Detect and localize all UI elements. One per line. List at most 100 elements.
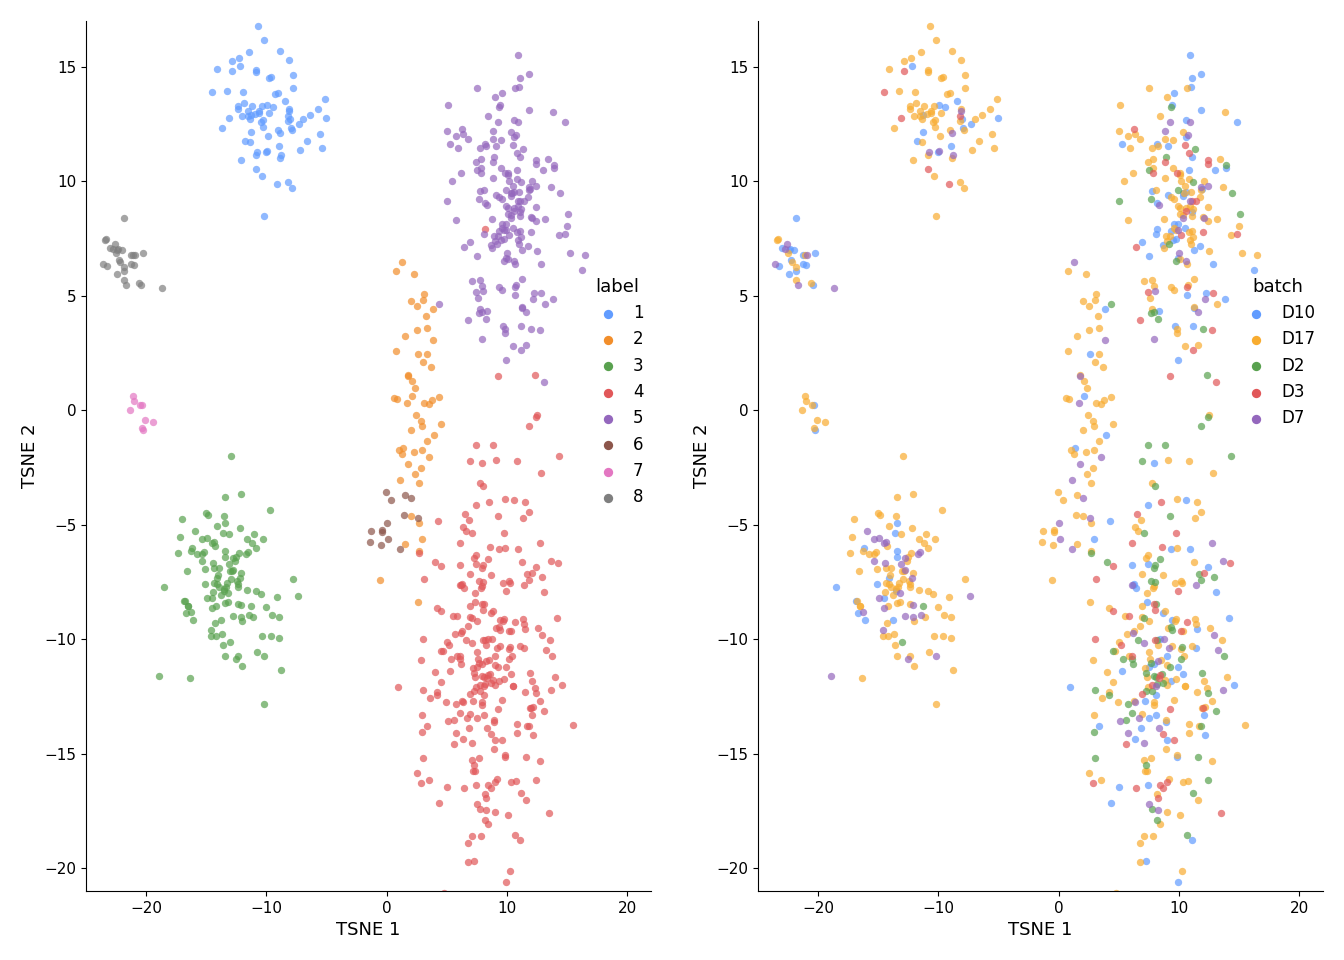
Point <box>130 277 152 293</box>
Point <box>1165 612 1187 627</box>
Point <box>931 502 953 517</box>
Point <box>203 561 224 576</box>
Point <box>517 182 539 198</box>
Point <box>907 133 929 149</box>
Point <box>460 566 481 582</box>
Point <box>507 225 528 240</box>
Point <box>492 732 513 747</box>
Point <box>1086 571 1107 587</box>
Point <box>473 678 495 693</box>
Point <box>460 453 481 468</box>
Point <box>1132 453 1153 468</box>
Point <box>1160 100 1181 115</box>
Point <box>427 796 449 811</box>
Point <box>1146 677 1168 692</box>
Point <box>1175 201 1196 216</box>
Point <box>450 904 472 920</box>
Point <box>183 612 204 628</box>
Point <box>1083 532 1105 547</box>
Point <box>1081 543 1102 559</box>
Point <box>1137 595 1159 611</box>
Point <box>410 414 431 429</box>
Point <box>433 885 454 900</box>
Point <box>1062 541 1083 557</box>
Point <box>526 179 547 194</box>
Point <box>466 796 488 811</box>
Point <box>477 551 499 566</box>
Point <box>519 181 540 197</box>
Point <box>438 637 460 653</box>
Point <box>1185 616 1207 632</box>
Point <box>505 127 527 142</box>
Point <box>444 736 465 752</box>
Point <box>521 210 543 226</box>
Point <box>517 238 539 253</box>
Point <box>1124 732 1145 747</box>
Point <box>929 129 950 144</box>
Point <box>226 651 247 666</box>
Point <box>1198 179 1219 194</box>
Point <box>1177 277 1199 293</box>
Point <box>422 301 444 317</box>
Point <box>1175 179 1196 194</box>
Point <box>512 142 534 157</box>
Point <box>253 112 274 128</box>
Point <box>478 494 500 510</box>
Point <box>371 537 392 552</box>
Point <box>950 104 972 119</box>
Point <box>925 112 946 128</box>
Point <box>488 541 509 557</box>
Point <box>517 189 539 204</box>
Point <box>1111 663 1133 679</box>
Point <box>571 263 593 278</box>
Point <box>1167 584 1188 599</box>
Point <box>1136 757 1157 773</box>
Point <box>1161 612 1183 628</box>
Point <box>1134 660 1156 675</box>
Point <box>469 801 491 816</box>
Point <box>1181 224 1203 239</box>
Point <box>1193 173 1215 188</box>
Point <box>910 104 931 119</box>
Point <box>1188 304 1210 320</box>
Point <box>1246 248 1267 263</box>
Point <box>801 276 823 291</box>
Point <box>253 531 274 546</box>
Point <box>891 109 913 125</box>
Point <box>251 628 273 643</box>
Point <box>227 580 249 595</box>
Point <box>446 649 468 664</box>
Point <box>1187 622 1208 637</box>
Point <box>848 605 870 620</box>
Point <box>495 492 516 507</box>
Point <box>933 70 954 85</box>
Point <box>1146 654 1168 669</box>
Point <box>1156 895 1177 910</box>
Point <box>521 564 543 580</box>
Point <box>1181 204 1203 220</box>
Point <box>469 475 491 491</box>
Point <box>484 732 505 748</box>
Point <box>890 556 911 571</box>
Point <box>913 125 934 140</box>
Point <box>766 232 788 248</box>
Point <box>480 666 501 682</box>
Point <box>1167 199 1188 214</box>
Point <box>403 444 425 459</box>
Point <box>493 671 515 686</box>
Point <box>497 652 519 667</box>
Point <box>181 540 203 556</box>
Point <box>487 640 508 656</box>
Point <box>504 184 526 200</box>
Point <box>1160 114 1181 130</box>
Point <box>481 632 503 647</box>
Point <box>202 585 223 600</box>
Point <box>1159 702 1180 717</box>
Point <box>460 707 481 722</box>
Point <box>231 659 253 674</box>
Point <box>394 488 415 503</box>
Point <box>433 643 454 659</box>
Point <box>1231 245 1253 260</box>
Point <box>405 467 426 482</box>
Point <box>1164 216 1185 231</box>
